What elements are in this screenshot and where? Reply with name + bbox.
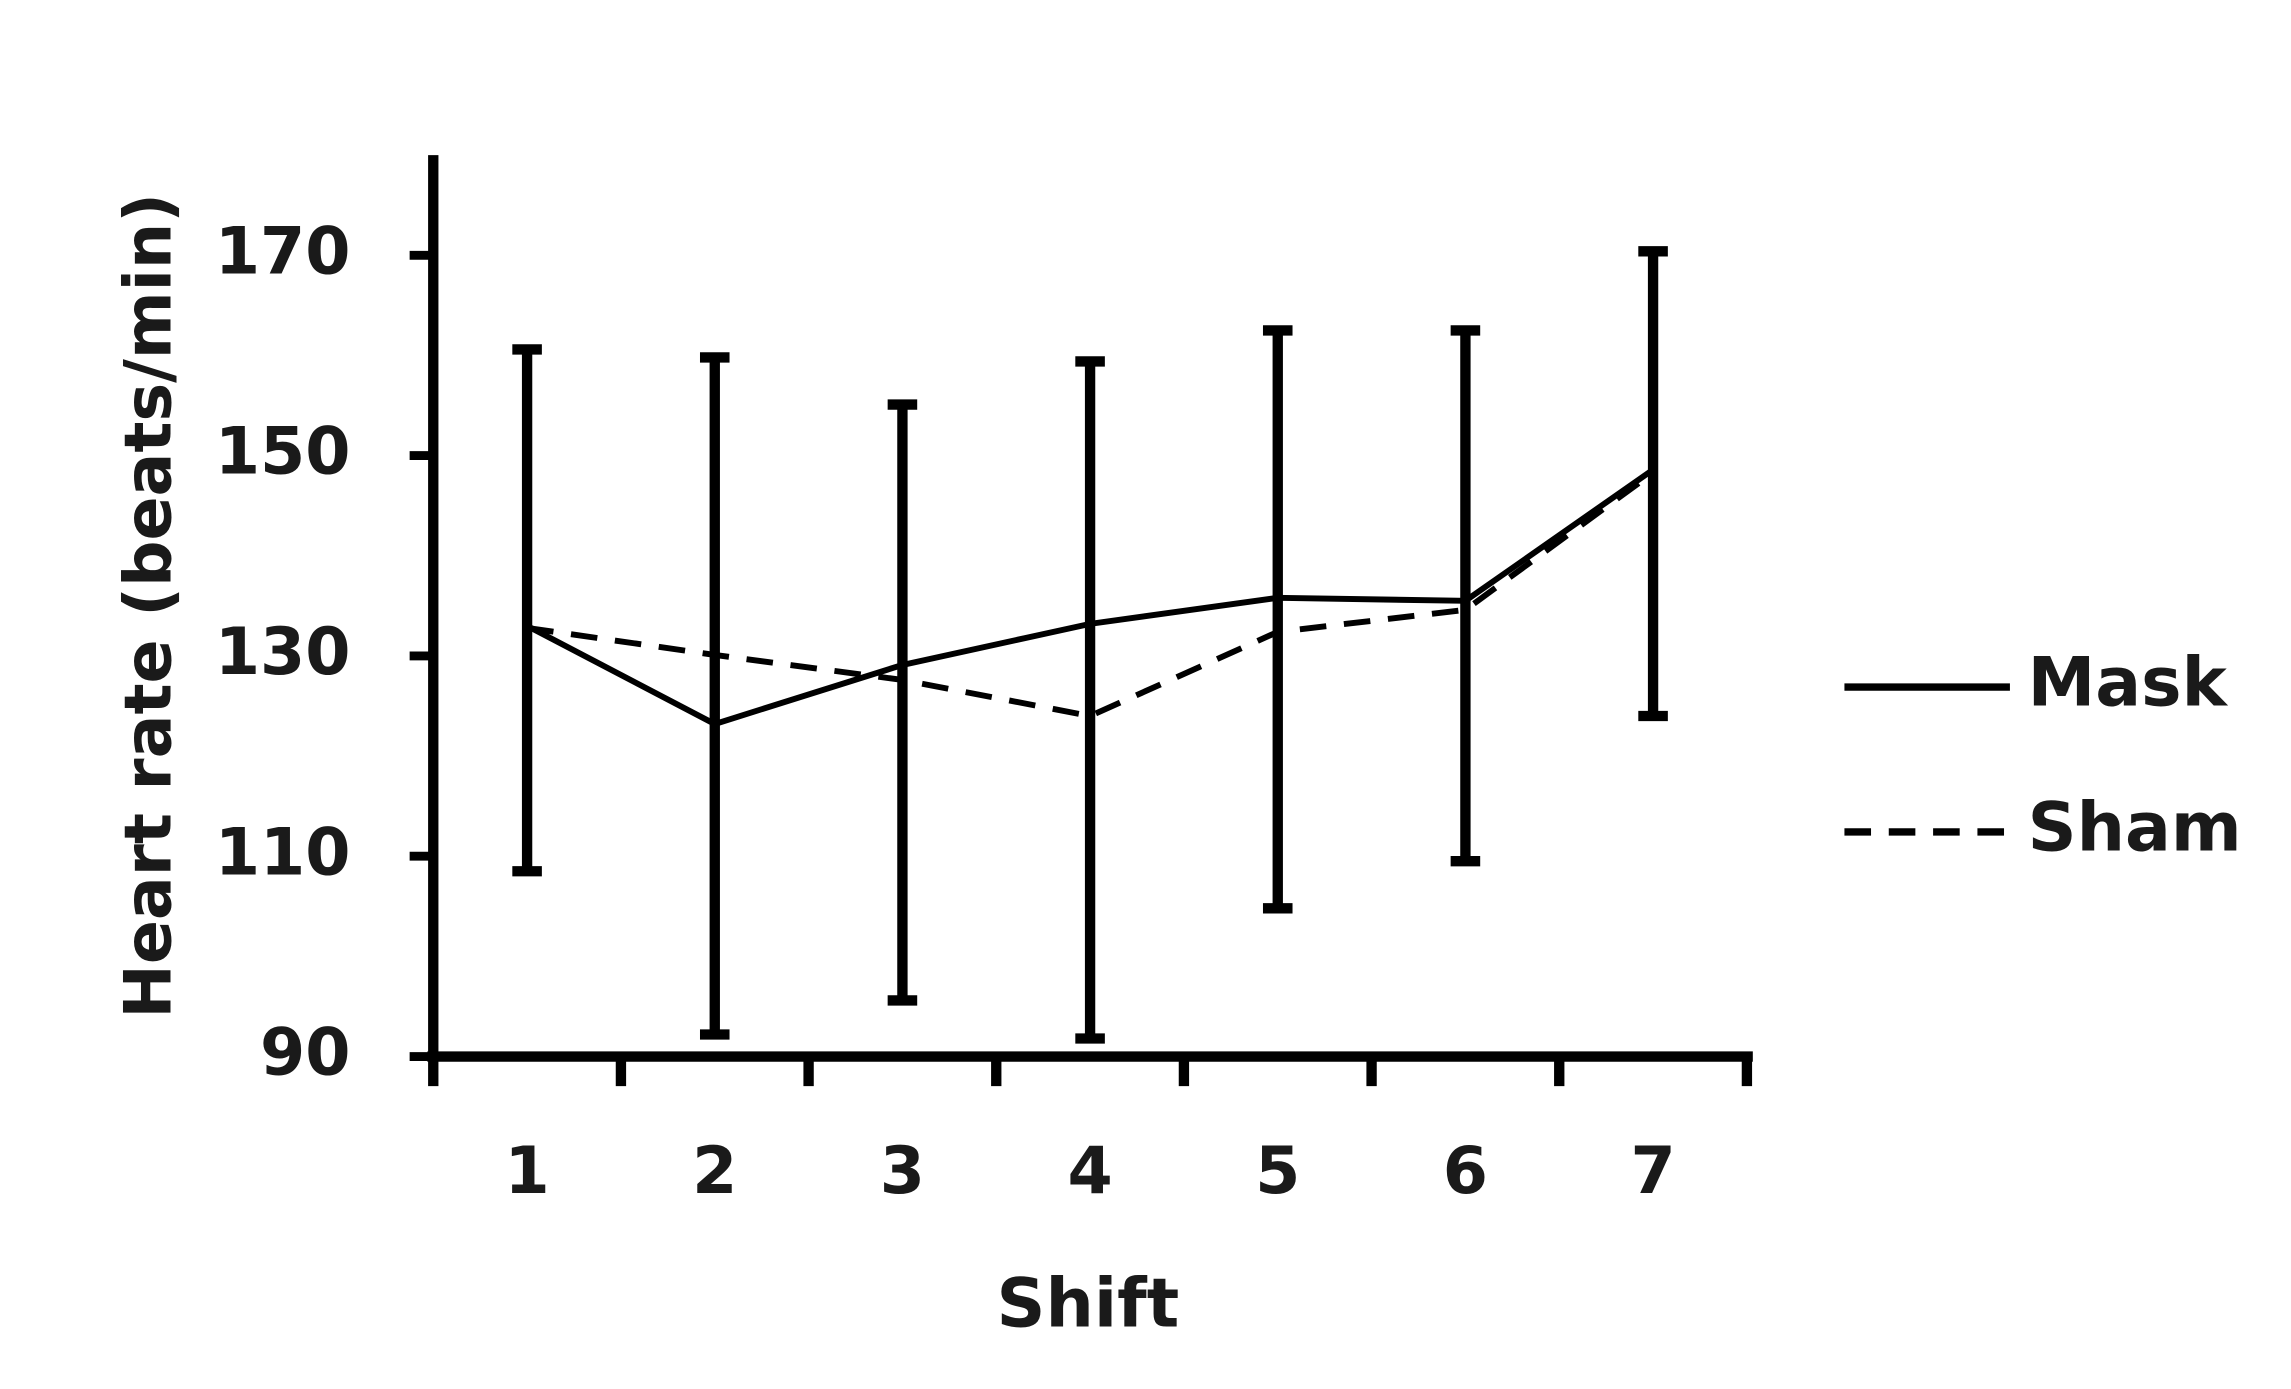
- x-axis-label: Shift: [997, 1264, 1180, 1343]
- y-tick-label: 170: [215, 214, 351, 289]
- x-tick-label: 6: [1443, 1134, 1488, 1209]
- y-tick-label: 150: [215, 415, 351, 490]
- error-bar: [512, 344, 542, 877]
- series-line: [525, 467, 1655, 728]
- error-bar: [1638, 246, 1668, 722]
- x-tick-label: 5: [1255, 1134, 1300, 1209]
- error-bar: [1262, 325, 1293, 914]
- x-tick-label: 3: [880, 1134, 925, 1209]
- legend-label: Sham: [2028, 788, 2242, 867]
- x-tick-label: 7: [1630, 1134, 1675, 1209]
- error-bar: [887, 399, 918, 1006]
- y-tick-label: 130: [215, 615, 351, 690]
- error-bar: [1075, 356, 1105, 1044]
- y-tick-label: 110: [215, 815, 351, 890]
- legend-label: Mask: [2028, 644, 2229, 723]
- series-line: [526, 470, 1655, 720]
- x-tick-label: 4: [1067, 1134, 1112, 1209]
- error-bar: [1450, 325, 1481, 867]
- y-axis-label: Heart rate (beats/min): [112, 193, 187, 1018]
- y-tick-label: 90: [260, 1016, 350, 1091]
- x-tick-label: 1: [504, 1134, 549, 1209]
- x-tick-label: 2: [692, 1134, 737, 1209]
- error-bar: [699, 352, 730, 1040]
